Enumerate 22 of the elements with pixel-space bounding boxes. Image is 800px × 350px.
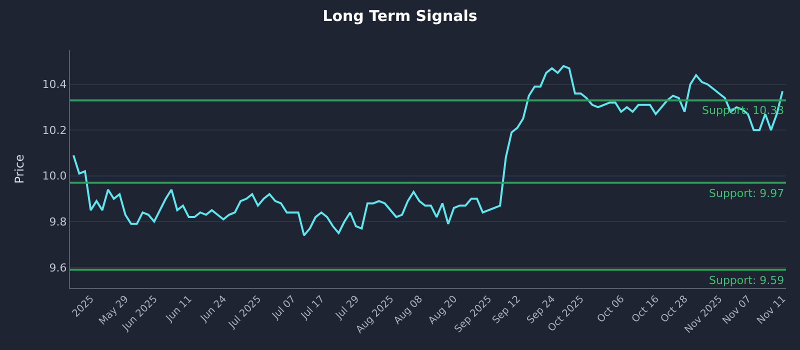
y-tick-label: 10.0 <box>42 170 67 183</box>
x-tick-label: Jun 24 <box>198 294 230 325</box>
y-tick-label: 9.6 <box>49 261 67 274</box>
x-tick-label: Jul 29 <box>333 294 362 322</box>
x-tick-label: Nov 07 <box>720 294 754 327</box>
x-tick-label: Jun 11 <box>164 294 194 325</box>
ref-line-label: Support: 9.97 <box>709 187 784 200</box>
x-tick-label: Sep 12 <box>490 294 524 326</box>
x-tick-label: Aug 08 <box>392 294 426 327</box>
y-tick-label: 10.4 <box>42 78 67 92</box>
x-tick-label: Oct 06 <box>596 294 627 326</box>
y-tick-label: 10.2 <box>42 124 67 137</box>
x-tick-label: Oct 28 <box>658 294 690 326</box>
ref-line-label: Support: 9.59 <box>709 274 784 287</box>
x-tick-label: Oct 16 <box>630 294 662 326</box>
x-tick-label: Jul 17 <box>298 294 328 322</box>
chart-title: Long Term Signals <box>322 7 478 25</box>
line-series <box>72 65 784 236</box>
y-tick-label: 9.8 <box>49 215 67 228</box>
x-tick-label: Nov 11 <box>755 294 788 327</box>
y-axis-title: Price <box>12 154 27 184</box>
x-tick-label: Jul 07 <box>270 294 298 322</box>
